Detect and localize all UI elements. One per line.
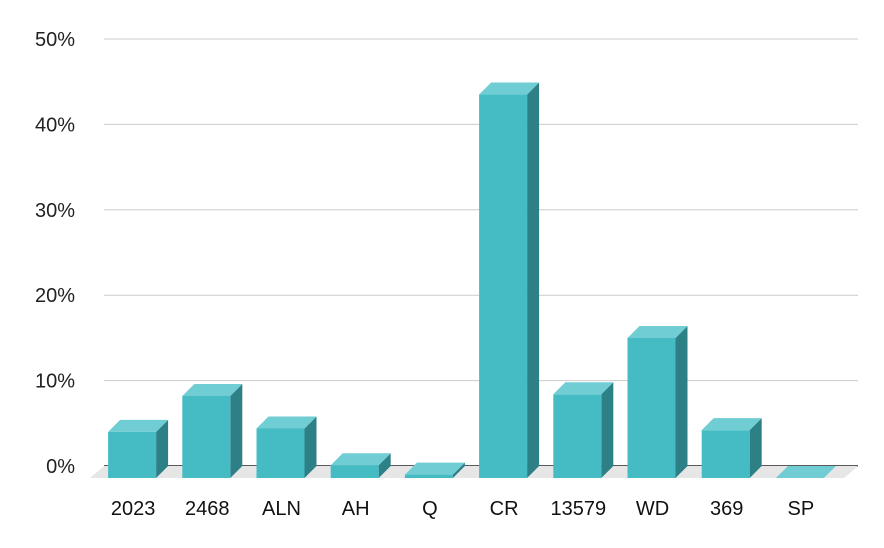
x-category-label: 13579: [550, 498, 606, 520]
y-tick-label: 40%: [35, 114, 75, 136]
bar-side: [675, 325, 688, 478]
x-category-label: Q: [422, 498, 438, 520]
bar-side: [527, 82, 540, 478]
x-axis-categories: 2023 2468 ALN AH Q CR 13579 WD 369 SP: [111, 498, 814, 520]
bar-top: [256, 416, 317, 429]
bar-top: [404, 462, 465, 475]
bar-front: [553, 394, 602, 478]
y-tick-label: 30%: [35, 200, 75, 222]
bar-top: [627, 325, 688, 338]
x-category-label: CR: [490, 498, 519, 520]
bar-front: [108, 431, 157, 478]
bar-side: [378, 453, 391, 478]
bar-front: [479, 94, 528, 478]
bar: [701, 418, 762, 478]
bar-side: [304, 416, 317, 478]
bar-side: [749, 418, 762, 478]
bar-top: [553, 382, 614, 395]
bar-side: [452, 462, 465, 478]
bar: [775, 466, 836, 478]
bar-front: [330, 465, 379, 478]
y-tick-label: 0%: [46, 456, 75, 478]
x-category-label: AH: [342, 498, 370, 520]
bars: [108, 82, 836, 478]
bar: [627, 325, 688, 478]
y-axis-ticks: 0% 10% 20% 30% 40% 50%: [35, 29, 75, 478]
bar-front: [627, 337, 676, 478]
bar-top: [330, 453, 391, 466]
bar: [479, 82, 540, 478]
x-category-label: ALN: [262, 498, 301, 520]
x-category-label: 2023: [111, 498, 156, 520]
bar-top: [479, 82, 540, 95]
bar-side: [230, 384, 243, 478]
bar-front: [182, 396, 231, 478]
y-tick-label: 50%: [35, 29, 75, 51]
bar-side: [156, 419, 169, 478]
bar: [256, 416, 317, 478]
bar-top: [701, 418, 762, 431]
x-category-label: SP: [788, 498, 815, 520]
bar: [108, 419, 169, 478]
bar-top: [108, 419, 169, 432]
bar-top: [182, 384, 243, 397]
y-tick-label: 20%: [35, 285, 75, 307]
bar: [404, 462, 465, 478]
bar-front: [404, 474, 453, 478]
bar-front: [701, 430, 750, 478]
bar: [330, 453, 391, 478]
x-category-label: 2468: [185, 498, 230, 520]
y-tick-label: 10%: [35, 371, 75, 393]
bar: [182, 384, 243, 478]
bar-top: [775, 466, 836, 478]
x-category-label: 369: [710, 498, 743, 520]
bar-side: [601, 382, 614, 478]
bar: [553, 382, 614, 478]
bar-front: [256, 428, 305, 478]
x-category-label: WD: [636, 498, 669, 520]
